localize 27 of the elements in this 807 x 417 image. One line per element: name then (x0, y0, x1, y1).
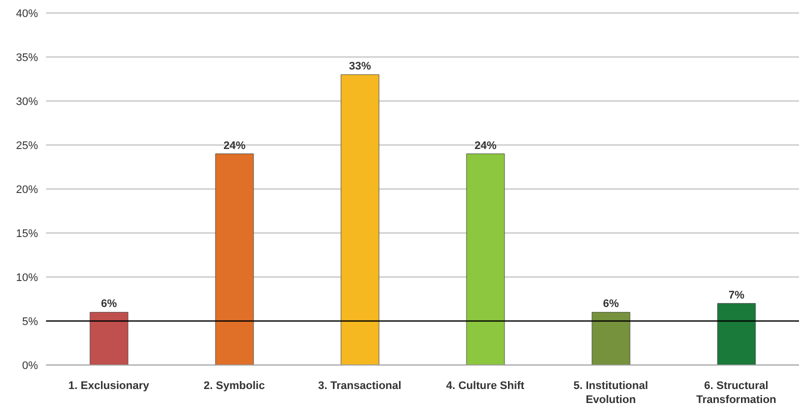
bar (592, 312, 630, 365)
y-tick-label: 15% (16, 228, 38, 240)
y-tick-label: 35% (16, 52, 38, 64)
bar (215, 154, 254, 365)
bar (466, 154, 505, 365)
x-tick-label: 6. Structural Transformation (696, 380, 777, 406)
data-label: 7% (728, 289, 745, 302)
y-tick-label: 25% (16, 140, 38, 152)
x-tick-label: 2. Symbolic (204, 380, 265, 392)
y-tick-label: 40% (16, 8, 38, 20)
y-tick-label: 5% (22, 316, 38, 328)
y-tick-label: 30% (16, 96, 38, 108)
x-tick-label: 1. Exclusionary (68, 380, 150, 392)
data-label: 24% (474, 140, 497, 152)
x-tick-label: 3. Transactional (318, 380, 402, 392)
data-label: 6% (101, 298, 118, 310)
data-label: 24% (223, 140, 246, 152)
y-tick-label: 10% (16, 272, 38, 284)
x-tick-label: 5. Institutional Evolution (573, 380, 648, 406)
bar (717, 303, 756, 365)
data-label: 6% (603, 298, 620, 310)
y-tick-label: 0% (22, 360, 38, 372)
y-tick-label: 20% (16, 184, 38, 196)
x-tick-label: 4. Culture Shift (446, 380, 525, 392)
data-label: 33% (348, 60, 372, 73)
bar (90, 312, 128, 365)
bar (340, 74, 380, 365)
